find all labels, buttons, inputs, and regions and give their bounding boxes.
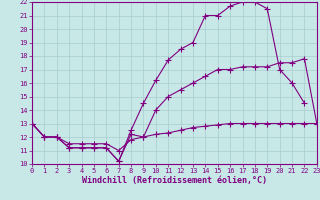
X-axis label: Windchill (Refroidissement éolien,°C): Windchill (Refroidissement éolien,°C) bbox=[82, 176, 267, 185]
